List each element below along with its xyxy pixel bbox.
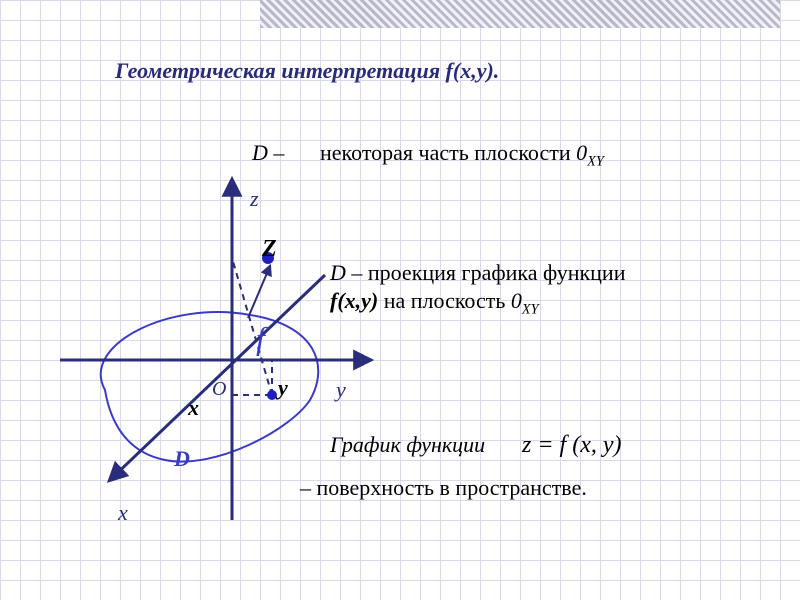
x-point-label: x xyxy=(188,395,199,421)
origin-label: O xyxy=(212,378,226,401)
y-axis-label: y xyxy=(336,377,346,403)
y-point-label: y xyxy=(278,375,288,401)
slide-content: Геометрическая интерпретация f(x,y). D –… xyxy=(0,0,800,600)
x-axis-label: x xyxy=(118,500,128,526)
f-label: f xyxy=(256,320,265,357)
projection-dash-3 xyxy=(232,258,272,395)
d-label: D xyxy=(174,446,190,472)
z-point-label: Z xyxy=(262,236,277,263)
point-xy xyxy=(267,390,277,400)
inner-arrow xyxy=(248,266,270,318)
z-axis-label: z xyxy=(250,186,259,212)
